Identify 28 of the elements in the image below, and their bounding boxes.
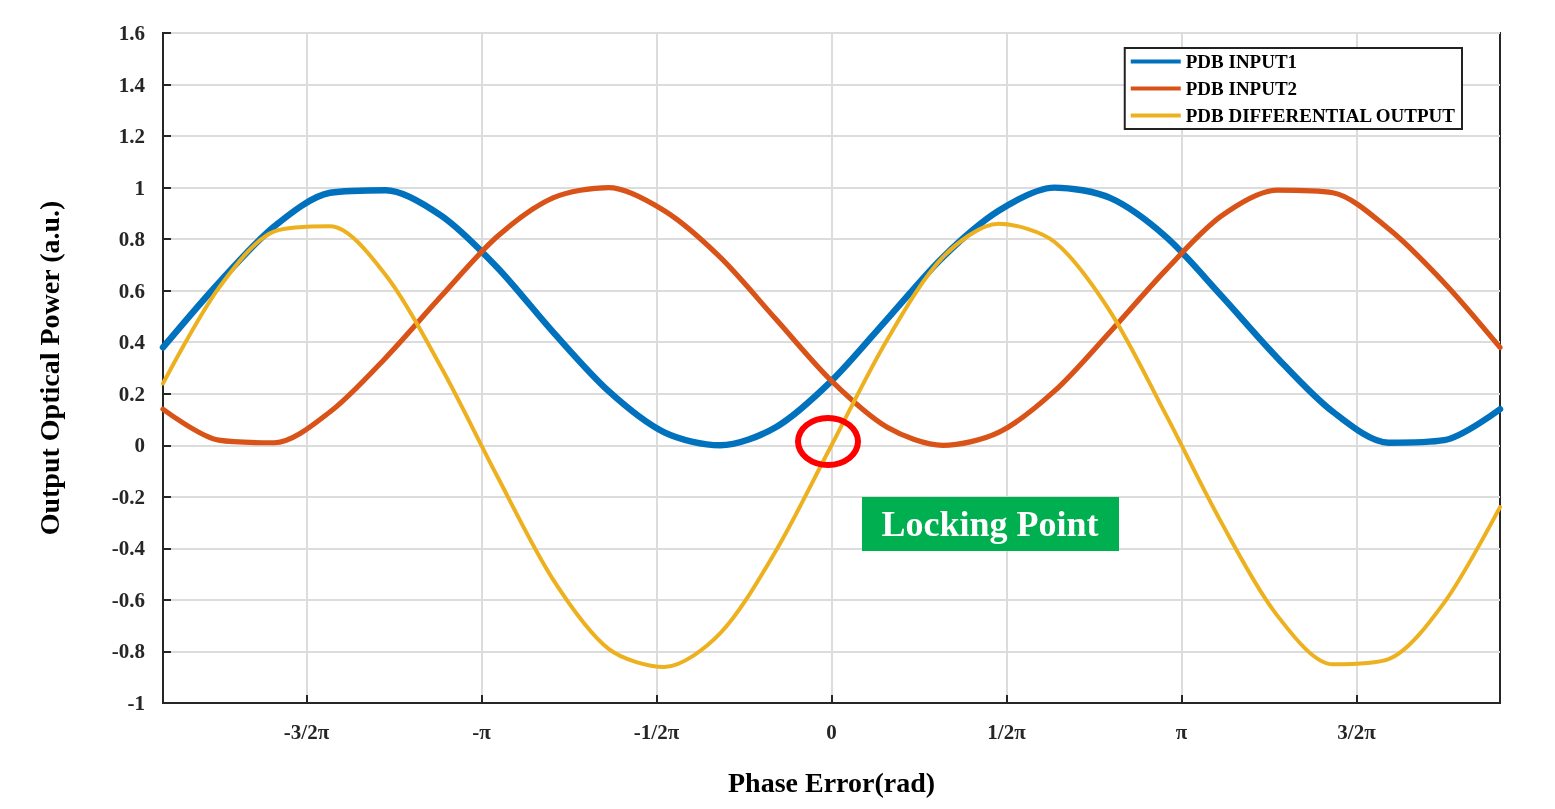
- annotation: Locking Point: [861, 497, 1119, 552]
- x-tick-label: 3/2π: [1337, 719, 1377, 744]
- y-tick-label: 1.4: [118, 72, 146, 97]
- y-tick-label: 0.6: [118, 278, 145, 303]
- x-tick-label: -3/2π: [283, 719, 330, 744]
- y-tick-label: -0.6: [111, 587, 145, 612]
- legend-label: PDB INPUT2: [1185, 78, 1298, 99]
- y-tick-label: 1: [134, 175, 145, 200]
- y-tick-label: 0.2: [118, 381, 145, 406]
- legend-label: PDB DIFFERENTIAL OUTPUT: [1185, 105, 1456, 126]
- x-tick-label: π: [1175, 719, 1188, 744]
- y-tick-label: 0.8: [118, 227, 145, 252]
- x-tick-label: 1/2π: [987, 719, 1027, 744]
- legend-label: PDB INPUT1: [1185, 51, 1298, 72]
- y-tick-label: 1.6: [118, 21, 145, 45]
- y-tick-label: 0: [134, 433, 145, 458]
- y-tick-label: 0.4: [118, 330, 146, 355]
- x-tick-label: -1/2π: [633, 719, 680, 744]
- y-tick-label: -1: [127, 691, 145, 715]
- x-axis-title: Phase Error(rad): [727, 766, 936, 798]
- y-tick-label: -0.2: [111, 484, 145, 509]
- line-series: [161, 221, 1502, 669]
- y-tick-label: 1.2: [118, 124, 145, 149]
- y-tick-label: -0.4: [111, 536, 146, 561]
- y-axis-title: Output Optical Power (a.u.): [33, 200, 65, 536]
- x-tick-label: 0: [826, 719, 837, 744]
- y-tick-label: -0.8: [111, 639, 145, 664]
- x-tick-label: -π: [472, 719, 492, 744]
